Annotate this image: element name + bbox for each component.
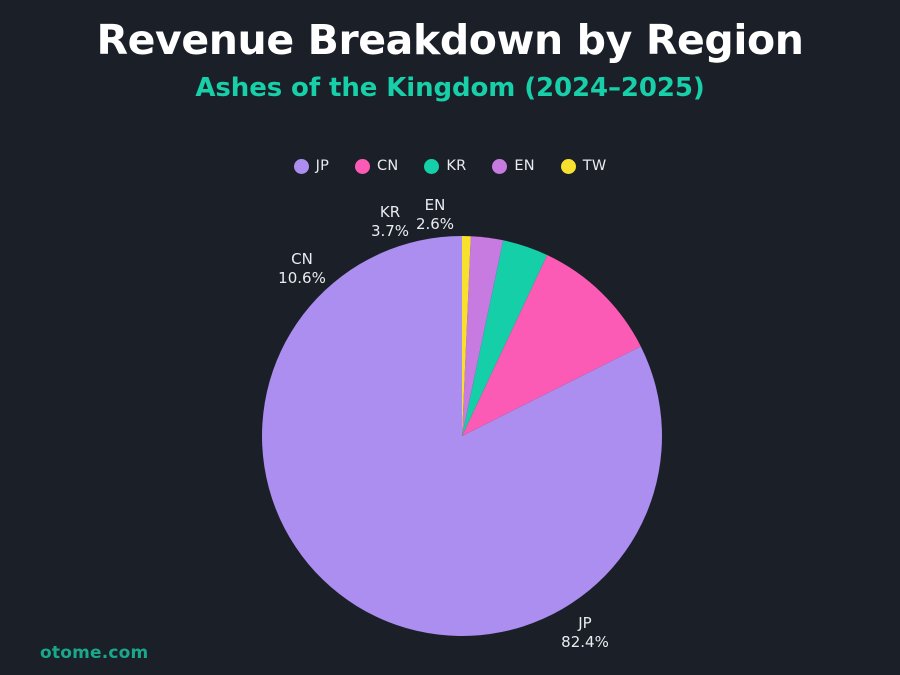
legend-label-en: EN [514,158,535,174]
watermark: otome.com [40,643,149,663]
pie-slices [261,236,662,636]
legend-label-tw: TW [582,158,607,174]
legend-swatch-kr [424,158,440,174]
legend-label-kr: KR [446,158,467,174]
legend-item-kr[interactable]: KR [424,158,466,174]
pie-slice-kr[interactable] [462,240,548,436]
legend-swatch-en [492,158,508,174]
pie-slice-en[interactable] [462,236,504,436]
legend-label-jp: JP [315,158,330,174]
legend-swatch-cn [355,158,371,174]
pie-slice-jp[interactable] [261,236,662,636]
legend-item-en[interactable]: EN [492,158,535,174]
legend-item-cn[interactable]: CN [355,158,398,174]
pie-slice-cn[interactable] [462,255,641,436]
pie-slice-tw[interactable] [462,236,471,436]
legend-swatch-jp [293,158,309,174]
legend-item-jp[interactable]: JP [293,158,330,174]
legend-item-tw[interactable]: TW [560,158,607,174]
legend-label-cn: CN [377,158,399,174]
chart-legend: JP CN KR EN TW [0,158,900,174]
legend-swatch-tw [560,158,576,174]
